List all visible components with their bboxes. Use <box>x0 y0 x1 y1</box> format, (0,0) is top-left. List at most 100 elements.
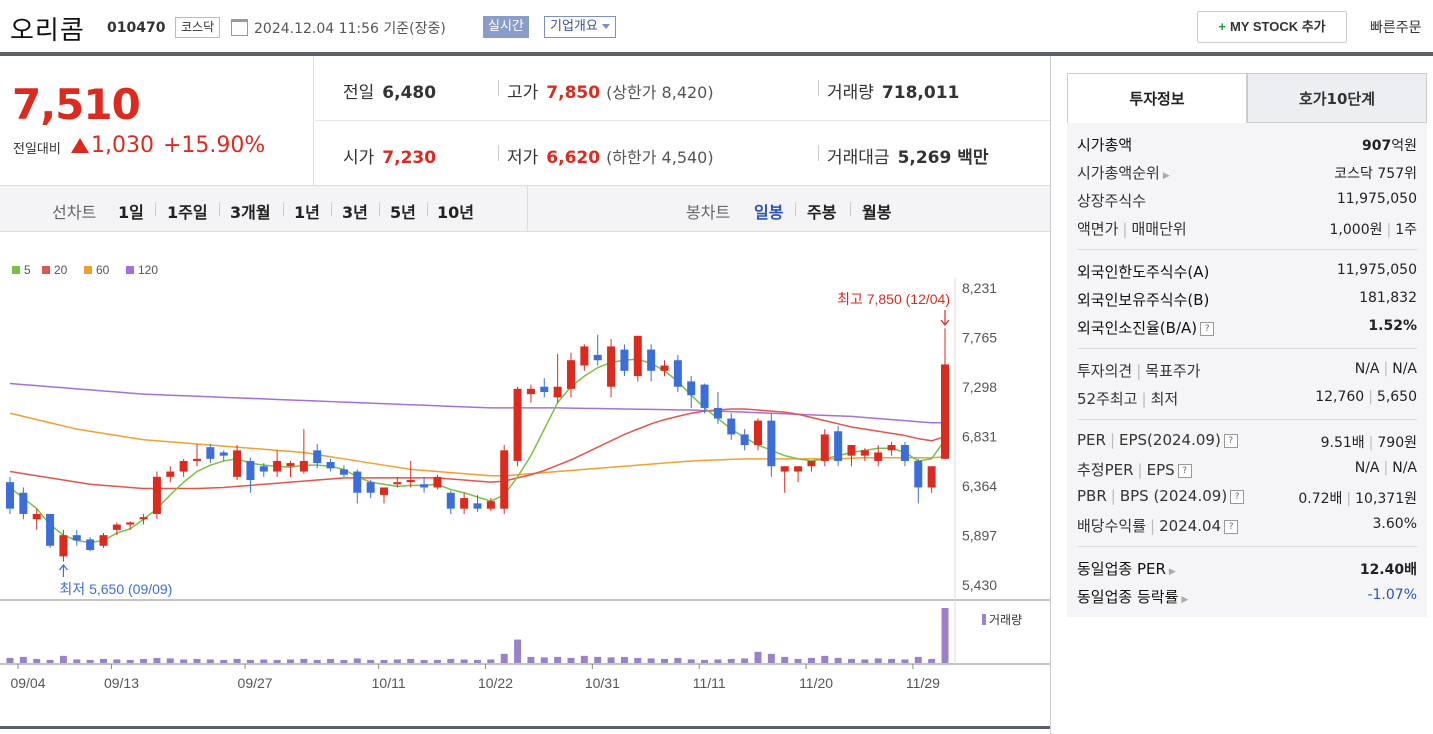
investment-info-content: 시가총액 907억원 시가총액순위 ▶ 코스닥 757위 상장주식수 11,975… <box>1067 123 1427 617</box>
period-1y[interactable]: 1년 <box>294 203 320 222</box>
candle-body <box>754 420 762 446</box>
x-tick-label: 10/31 <box>585 675 620 691</box>
target-price-number: N/A <box>1392 361 1417 377</box>
volume-bar <box>594 656 602 663</box>
volume-bar <box>634 657 642 663</box>
quick-order-link[interactable]: 빠른주문 <box>1370 20 1422 36</box>
period-3y[interactable]: 3년 <box>342 203 368 222</box>
high-annotation: 최고 7,850 (12/04) <box>837 291 950 307</box>
candle-body <box>500 450 509 509</box>
candle-body <box>112 524 121 530</box>
company-info-dropdown[interactable]: 기업개요 <box>544 16 616 38</box>
divider: | <box>1150 517 1156 535</box>
volume-bar <box>674 657 682 663</box>
volume-bar <box>928 658 936 663</box>
candle-body <box>633 335 642 377</box>
candle-monthly[interactable]: 월봉 <box>862 203 892 222</box>
52w-high-text: 52주최고 <box>1077 390 1138 408</box>
period-10y[interactable]: 10년 <box>437 203 474 222</box>
help-icon[interactable]: ? <box>1223 433 1238 448</box>
stock-code: 010470 <box>107 20 166 36</box>
add-mystock-button[interactable]: + MY STOCK 추가 <box>1197 11 1347 43</box>
candlestick-chart[interactable]: 5 20 60 120 8,231 7,765 7,298 6,831 6,364 5,897 5,… <box>0 232 1050 726</box>
est-eps-text: EPS <box>1146 461 1175 479</box>
volume-bar <box>661 658 668 663</box>
company-info-label: 기업개요 <box>550 19 598 34</box>
volume-bar <box>540 657 548 663</box>
volume-bar <box>193 658 201 663</box>
price-change: 1,030 <box>91 133 154 158</box>
candle-body <box>834 431 843 461</box>
period-1d[interactable]: 1일 <box>118 203 144 222</box>
foreign-limit-value: 11,975,050 <box>1336 262 1417 278</box>
volume-bar <box>420 659 428 663</box>
candle-body <box>593 354 602 361</box>
help-icon[interactable]: ? <box>1177 463 1192 478</box>
price-chart[interactable]: 5 20 60 120 8,231 7,765 7,298 6,831 6,364 5,897 5,… <box>0 232 1050 726</box>
volume-bar <box>874 658 882 663</box>
candle-body <box>393 482 402 485</box>
foreign-held-value: 181,832 <box>1359 290 1417 306</box>
volume-bar <box>727 658 735 663</box>
opinion-section: 투자의견 | 목표주가 N/A | N/A 52주최고 | 최저 12,760 | 5,650 <box>1077 349 1417 420</box>
volume-legend-label: 거래량 <box>989 613 1022 627</box>
sector-change-row[interactable]: 동일업종 등락률 ▶ -1.07% <box>1077 581 1417 609</box>
eps-number: 790원 <box>1377 435 1417 451</box>
foreign-limit-row: 외국인한도주식수(A) 11,975,050 <box>1077 256 1417 284</box>
candle-body <box>767 420 776 467</box>
volume-bar <box>754 651 762 663</box>
volume-bar <box>407 658 415 663</box>
foreign-ratio-value: 1.52% <box>1368 318 1417 334</box>
period-5y[interactable]: 5년 <box>390 203 416 222</box>
volume-bar <box>46 659 54 663</box>
candle-body <box>6 482 14 509</box>
candle-body <box>687 381 696 396</box>
volume-bar <box>941 608 949 663</box>
candle-body <box>420 484 429 488</box>
foreign-ratio-text: 외국인소진율(B/A) <box>1077 319 1198 337</box>
listed-shares-value: 11,975,050 <box>1336 191 1417 207</box>
divider <box>1050 56 1051 734</box>
x-tick-label: 11/20 <box>799 675 833 691</box>
divider: | <box>1141 390 1147 408</box>
market-cap-rank-row[interactable]: 시가총액순위 ▶ 코스닥 757위 <box>1077 157 1417 185</box>
candle-body <box>246 460 255 481</box>
candle-weekly[interactable]: 주봉 <box>807 203 837 222</box>
volume-bar <box>647 658 655 663</box>
tab-orderbook[interactable]: 호가10단계 <box>1247 73 1427 123</box>
tab-investment-info[interactable]: 투자정보 <box>1067 73 1247 123</box>
market-cap-value: 907억원 <box>1362 135 1417 155</box>
sector-change-label: 동일업종 등락률 ▶ <box>1077 586 1188 607</box>
help-icon[interactable]: ? <box>1200 321 1215 336</box>
volume-bar <box>380 659 388 663</box>
sector-section: 동일업종 PER ▶ 12.40배 동일업종 등락률 ▶ -1.07% <box>1077 547 1417 617</box>
divider: | <box>1122 220 1128 238</box>
divider <box>0 52 1433 56</box>
y-tick-label: 6,364 <box>962 478 997 494</box>
foreign-ratio-number: 1.52% <box>1368 318 1417 334</box>
period-3m[interactable]: 3개월 <box>230 203 271 222</box>
realtime-button[interactable]: 실시간 <box>483 16 529 38</box>
sector-per-row[interactable]: 동일업종 PER ▶ 12.40배 <box>1077 553 1417 581</box>
volume-bar <box>500 653 508 663</box>
help-icon[interactable]: ? <box>1224 519 1239 534</box>
volume-bar <box>100 658 107 663</box>
foreign-ratio-label: 외국인소진율(B/A)? <box>1077 317 1215 338</box>
quote-panel: 7,510 전일대비 1,030 +15.90% 전일 6,480 고가 7,850… <box>0 56 1050 186</box>
candle-body <box>713 407 722 419</box>
candle-daily[interactable]: 일봉 <box>754 203 784 222</box>
add-mystock-label: MY STOCK 추가 <box>1229 19 1326 34</box>
legend-swatch-60 <box>84 266 92 274</box>
candle-body <box>874 452 883 461</box>
opinion-row: 투자의견 | 목표주가 N/A | N/A <box>1077 355 1417 383</box>
divider <box>498 80 499 96</box>
legend-swatch-120 <box>126 266 134 274</box>
dividend-value: 3.60% <box>1372 516 1417 532</box>
par-value-text: 액면가 <box>1077 220 1119 238</box>
volume-bar <box>807 657 815 663</box>
period-1w[interactable]: 1주일 <box>167 203 208 222</box>
help-icon[interactable]: ? <box>1230 489 1245 504</box>
divider: | <box>1136 362 1142 380</box>
sector-per-value: 12.40배 <box>1360 559 1417 579</box>
52w-low-number: 5,650 <box>1376 389 1417 405</box>
